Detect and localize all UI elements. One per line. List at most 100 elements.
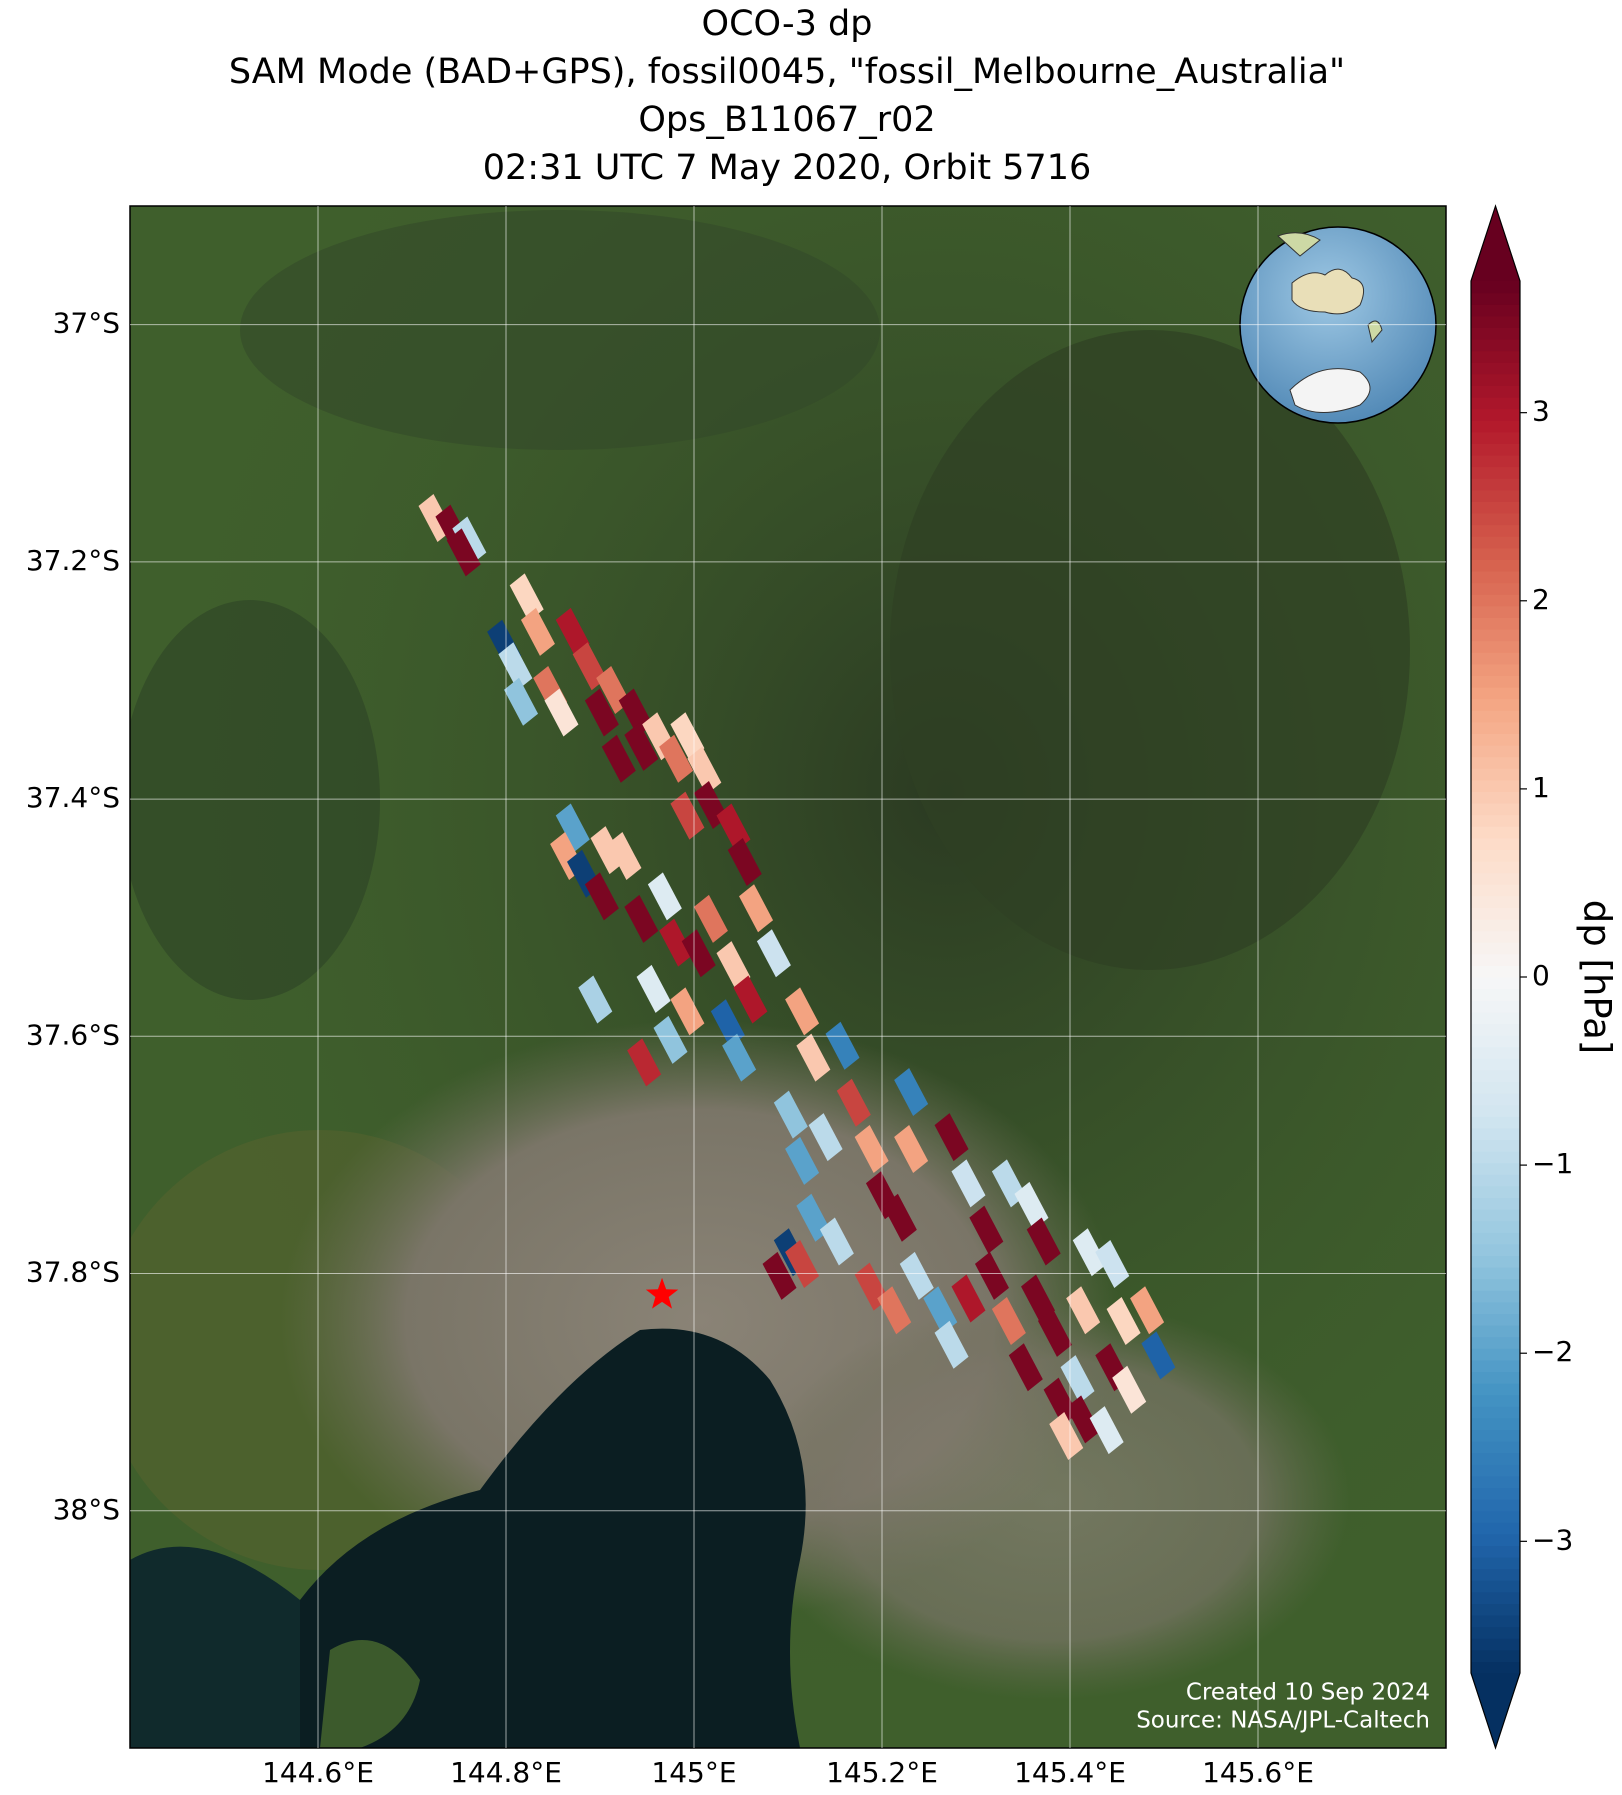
sounding [1037,1308,1072,1357]
colorbar-segment [1471,605,1520,618]
sounding [504,677,539,726]
colorbar-segment [1471,1522,1520,1535]
colorbar-segment [1471,1197,1520,1210]
y-tick-label: 38°S [53,1493,120,1526]
colorbar-segment [1471,849,1520,862]
colorbar-segment [1471,1626,1520,1639]
colorbar-segment [1471,1174,1520,1187]
colorbar-outline [1470,204,1521,1750]
colorbar-tick-label: −1 [1532,1147,1573,1180]
title-line: SAM Mode (BAD+GPS), fossil0045, "fossil_… [229,52,1345,92]
colorbar-segment [1471,304,1520,317]
colorbar-segment [1471,675,1520,688]
colorbar-segment [1471,1116,1520,1129]
colorbar-segment [1471,884,1520,897]
colorbar-segment [1471,1649,1520,1662]
colorbar-segment [1471,803,1520,816]
colorbar-segment [1471,1441,1520,1454]
sounding [1021,1274,1056,1323]
colorbar-segment [1471,1058,1520,1071]
colorbar-segment [1471,756,1520,769]
colorbar-segment [1471,1406,1520,1419]
colorbar-segment [1471,524,1520,537]
sounding [894,1124,929,1173]
colorbar-segment [1471,872,1520,885]
colorbar-segment [1471,1394,1520,1407]
colorbar-segment [1471,733,1520,746]
sounding [739,884,774,933]
sounding [1130,1286,1165,1335]
sounding [951,1274,986,1323]
colorbar-segment [1471,698,1520,711]
colorbar-segment [1471,687,1520,700]
y-tick-label: 37.2°S [26,544,120,577]
colorbar-segment [1471,1417,1520,1430]
y-tick-label: 37.6°S [26,1018,120,1051]
sounding [969,1205,1004,1254]
colorbar-extend-top [1471,206,1520,281]
sounding [555,803,590,852]
colorbar-segment [1471,977,1520,990]
y-tick-label: 37.4°S [26,781,120,814]
sounding [877,1286,912,1335]
colorbar-segment [1471,1371,1520,1384]
colorbar-segment [1471,1383,1520,1396]
colorbar-tick-label: 3 [1532,395,1550,428]
sounding [796,1033,831,1082]
colorbar-segment [1471,640,1520,653]
sounding [974,1251,1009,1300]
colorbar-segment [1471,1545,1520,1558]
site-marker [645,1277,679,1309]
x-tick-label: 145.2°E [826,1756,938,1789]
sounding [607,832,642,881]
sounding [1072,1228,1107,1277]
sounding [934,1113,969,1162]
colorbar-segment [1471,988,1520,1001]
sounding [951,1159,986,1208]
colorbar-segment [1471,455,1520,468]
sounding [1026,1217,1061,1266]
colorbar-tick-label: −2 [1532,1335,1573,1368]
colorbar-segment [1471,617,1520,630]
sounding [1112,1365,1147,1414]
colorbar-segment [1471,779,1520,792]
colorbar-segment [1471,1533,1520,1546]
colorbar-segment [1471,721,1520,734]
title: OCO-3 dp SAM Mode (BAD+GPS), fossil0045, … [229,4,1345,188]
map-frame [129,205,1447,1749]
sounding [624,894,659,943]
colorbar-segment [1471,1232,1520,1245]
colorbar-segment [1471,1348,1520,1361]
colorbar-segment [1471,1290,1520,1303]
colorbar-segment [1471,745,1520,758]
sounding [601,734,636,783]
sounding [452,516,487,565]
colorbar-segment [1471,489,1520,502]
colorbar-segment [1471,1220,1520,1233]
sounding [498,642,533,691]
colorbar-segment [1471,501,1520,514]
colorbar-segment [1471,1243,1520,1256]
sounding [1060,1355,1095,1404]
colorbar-segment [1471,965,1520,978]
colorbar-tick-label: 1 [1532,771,1550,804]
title-line: Ops_B11067_r02 [638,100,935,140]
sounding [1043,1377,1078,1426]
colorbar-segment [1471,1151,1520,1164]
colorbar-segment [1471,582,1520,595]
colorbar-segment [1471,1069,1520,1082]
sounding [1066,1395,1101,1444]
x-tick-label: 145°E [651,1756,736,1789]
colorbar-segment [1471,1139,1520,1152]
colorbar-segment [1471,1023,1520,1036]
colorbar-segment [1471,907,1520,920]
colorbar-segment [1471,292,1520,305]
colorbar-segment [1471,315,1520,328]
sounding [894,1068,929,1117]
colorbar-segment [1471,953,1520,966]
sounding [659,918,694,967]
colorbar-segment [1471,1452,1520,1465]
sounding [882,1193,917,1242]
sounding [1066,1286,1101,1335]
sounding [727,837,762,886]
